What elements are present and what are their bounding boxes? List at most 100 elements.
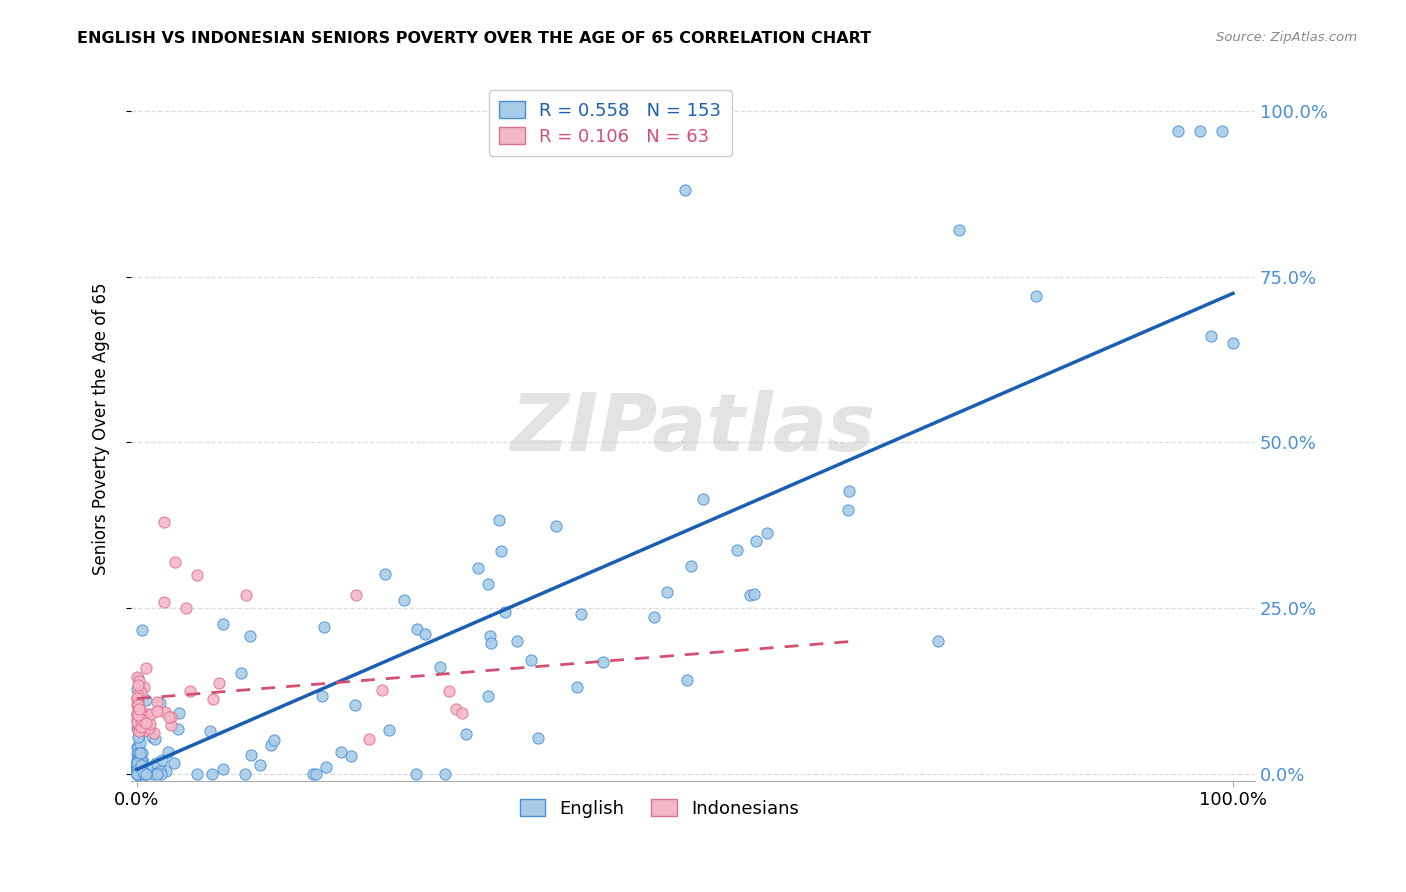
Point bbox=[301, 767, 323, 781]
Point bbox=[125, 767, 148, 781]
Point bbox=[344, 588, 367, 602]
Point bbox=[125, 707, 148, 722]
Point bbox=[141, 731, 163, 745]
Point bbox=[167, 706, 190, 721]
Point bbox=[146, 704, 169, 718]
Point bbox=[260, 738, 283, 752]
Point bbox=[128, 767, 150, 781]
Point bbox=[240, 748, 263, 763]
Point bbox=[135, 723, 157, 738]
Point bbox=[437, 684, 460, 698]
Point bbox=[125, 762, 148, 776]
Point bbox=[315, 759, 337, 773]
Point bbox=[131, 717, 153, 731]
Point bbox=[200, 767, 222, 781]
Point bbox=[305, 767, 328, 781]
Point bbox=[127, 699, 149, 714]
Point bbox=[125, 681, 148, 696]
Point bbox=[129, 757, 152, 772]
Point bbox=[128, 711, 150, 725]
Point bbox=[128, 683, 150, 698]
Point bbox=[450, 706, 472, 721]
Point bbox=[160, 718, 183, 732]
Point bbox=[174, 601, 197, 615]
Point bbox=[406, 622, 429, 636]
Point bbox=[163, 756, 186, 770]
Point bbox=[128, 702, 150, 716]
Point bbox=[1189, 123, 1212, 137]
Point bbox=[128, 719, 150, 733]
Y-axis label: Seniors Poverty Over the Age of 65: Seniors Poverty Over the Age of 65 bbox=[93, 283, 110, 575]
Point bbox=[506, 634, 529, 648]
Point bbox=[125, 721, 148, 735]
Point bbox=[129, 746, 152, 760]
Point bbox=[127, 718, 149, 732]
Point bbox=[139, 717, 162, 731]
Point bbox=[392, 593, 415, 607]
Point bbox=[132, 721, 155, 735]
Point bbox=[142, 767, 165, 781]
Point bbox=[239, 629, 262, 643]
Point bbox=[127, 759, 149, 773]
Point bbox=[134, 767, 156, 781]
Point bbox=[756, 526, 779, 541]
Point bbox=[433, 767, 456, 781]
Point bbox=[131, 720, 153, 734]
Point bbox=[128, 765, 150, 780]
Point bbox=[129, 755, 152, 769]
Point bbox=[211, 616, 233, 631]
Point bbox=[125, 762, 148, 776]
Point bbox=[679, 558, 702, 573]
Point bbox=[692, 492, 714, 507]
Point bbox=[477, 689, 499, 703]
Point bbox=[948, 223, 970, 237]
Point bbox=[125, 670, 148, 684]
Point bbox=[132, 762, 155, 776]
Point bbox=[127, 714, 149, 728]
Point bbox=[569, 607, 592, 621]
Text: Source: ZipAtlas.com: Source: ZipAtlas.com bbox=[1216, 31, 1357, 45]
Point bbox=[143, 732, 166, 747]
Point bbox=[127, 759, 149, 773]
Point bbox=[127, 678, 149, 692]
Point bbox=[127, 751, 149, 765]
Point bbox=[233, 767, 256, 781]
Point bbox=[312, 619, 335, 633]
Point bbox=[128, 751, 150, 765]
Point bbox=[127, 756, 149, 771]
Point bbox=[125, 766, 148, 780]
Point bbox=[202, 691, 225, 706]
Point bbox=[127, 708, 149, 723]
Point bbox=[229, 666, 252, 681]
Text: ZIPatlas: ZIPatlas bbox=[510, 390, 876, 468]
Point bbox=[136, 761, 159, 775]
Point bbox=[139, 706, 162, 721]
Point bbox=[837, 503, 859, 517]
Point bbox=[125, 764, 148, 778]
Point bbox=[127, 760, 149, 774]
Point bbox=[673, 183, 696, 197]
Point bbox=[374, 567, 396, 582]
Point bbox=[263, 733, 285, 747]
Point bbox=[146, 767, 169, 781]
Point bbox=[128, 767, 150, 781]
Point bbox=[135, 716, 157, 731]
Point bbox=[200, 723, 222, 738]
Point bbox=[405, 767, 427, 781]
Point bbox=[131, 764, 153, 779]
Point bbox=[138, 721, 160, 735]
Point bbox=[927, 634, 949, 648]
Point bbox=[339, 748, 361, 763]
Point bbox=[125, 765, 148, 780]
Point bbox=[128, 763, 150, 777]
Point bbox=[429, 660, 451, 674]
Point bbox=[129, 686, 152, 700]
Point bbox=[131, 762, 153, 776]
Point bbox=[127, 767, 149, 781]
Point bbox=[838, 484, 860, 499]
Point bbox=[676, 673, 699, 687]
Point bbox=[1025, 289, 1047, 303]
Point bbox=[132, 680, 155, 694]
Point bbox=[135, 693, 157, 707]
Point bbox=[520, 653, 543, 667]
